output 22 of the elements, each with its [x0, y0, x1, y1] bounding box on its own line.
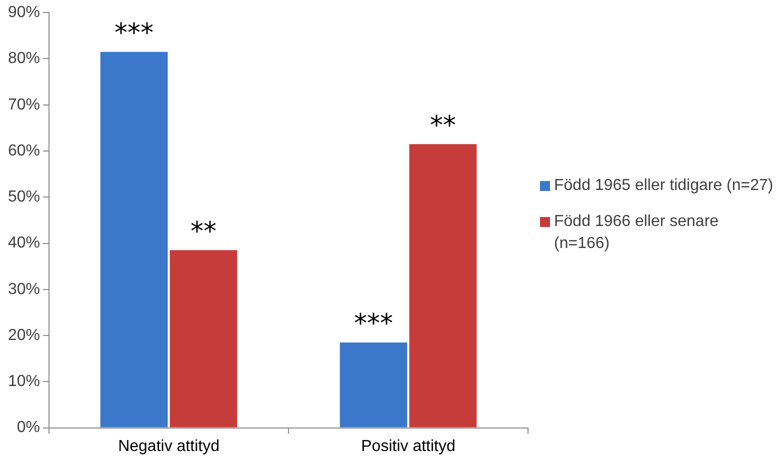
y-tick-label: 80%: [8, 50, 40, 68]
y-tick-label: 50%: [8, 188, 40, 206]
y-tick-label: 10%: [8, 373, 40, 390]
bar: [340, 342, 408, 428]
data-label: **: [430, 110, 456, 141]
y-tick-label: 60%: [8, 142, 40, 160]
x-tick-label: Negativ attityd: [118, 438, 220, 455]
y-tick-label: 0%: [16, 419, 40, 436]
y-tick-label: 30%: [8, 280, 40, 298]
legend-label: Född 1965 eller tidigare (n=27): [554, 176, 774, 196]
bar: [170, 250, 238, 428]
y-tick-label: 70%: [8, 96, 40, 114]
y-tick-label: 20%: [8, 326, 40, 344]
x-tick-label: Positiv attityd: [361, 438, 456, 455]
data-label: ***: [114, 18, 154, 49]
y-tick-label: 90%: [8, 4, 40, 22]
bar: [409, 144, 477, 428]
bar: [100, 52, 168, 428]
data-label: ***: [354, 309, 394, 340]
legend-label: Född 1966 eller senare (n=166): [554, 212, 720, 254]
y-tick-label: 40%: [8, 234, 40, 252]
data-label: **: [190, 216, 216, 247]
